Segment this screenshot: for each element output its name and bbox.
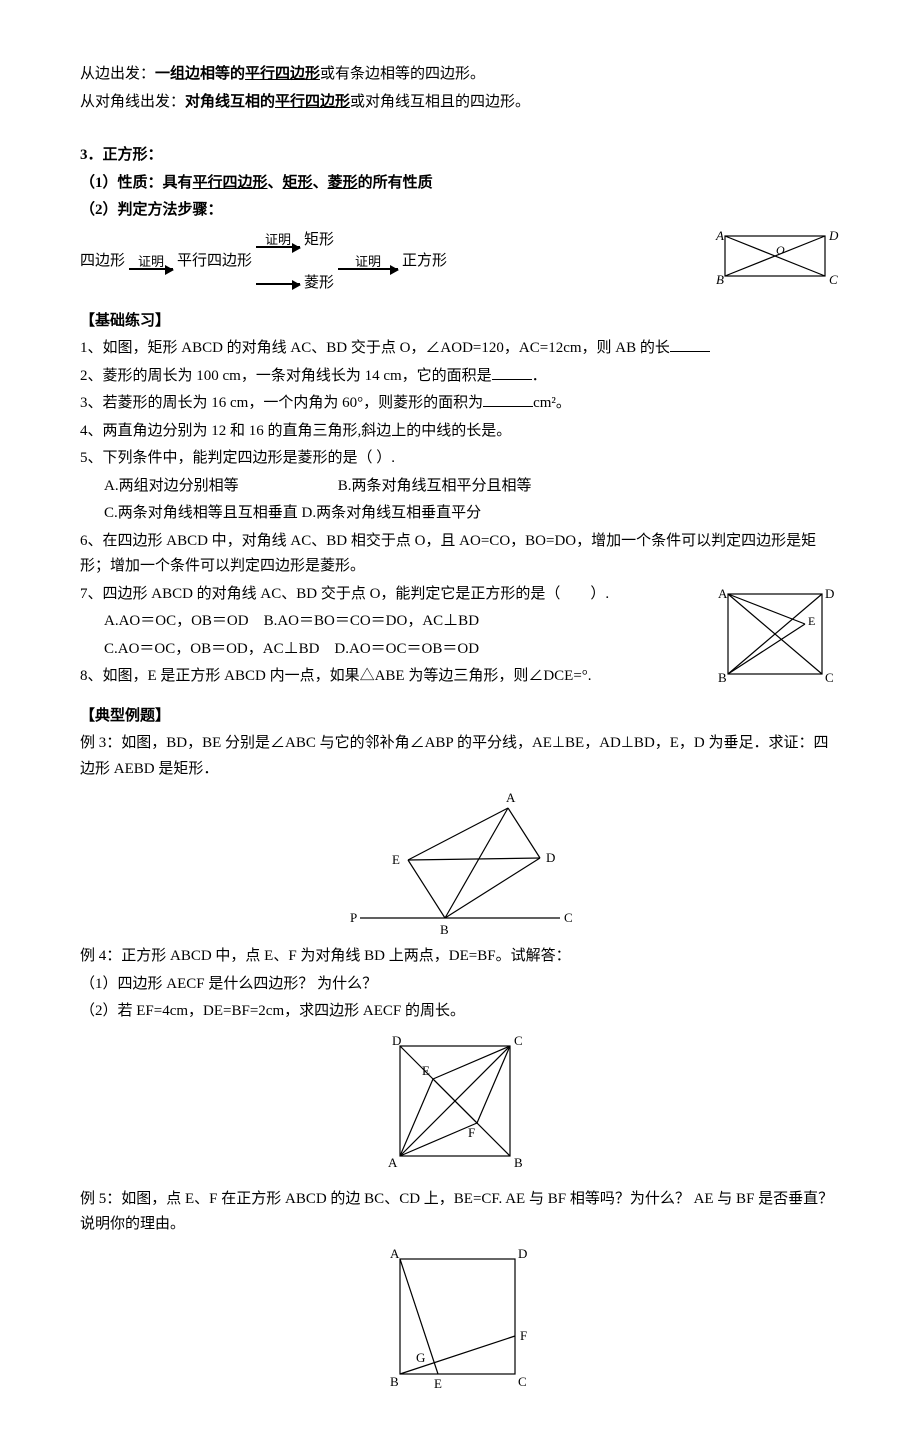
q4: 4、两直角边分别为 12 和 16 的直角三角形,斜边上的中线的长是。 <box>80 419 840 445</box>
q3-blank <box>483 406 533 407</box>
flow-node-3a: 矩形 <box>304 228 334 254</box>
q2: 2、菱形的周长为 100 cm，一条对角线长为 14 cm，它的面积是． <box>80 364 840 390</box>
q5-options-row1: A.两组对边分别相等 B.两条对角线互相平分且相等 <box>80 474 840 500</box>
q1-blank <box>670 351 710 352</box>
svg-text:B: B <box>718 670 727 685</box>
q1: 1、如图，矩形 ABCD 的对角线 AC、BD 交于点 O，∠AOD=120，A… <box>80 336 840 362</box>
flow-branch: 证明 矩形 菱形 <box>256 228 334 297</box>
examples-title: 【典型例题】 <box>80 704 840 730</box>
svg-text:A: A <box>390 1246 400 1261</box>
svg-text:A: A <box>506 790 516 805</box>
figure-ex4: D C A B E F <box>370 1031 550 1181</box>
figure-ex5: A D B C E F G <box>370 1244 550 1404</box>
svg-text:F: F <box>468 1125 475 1140</box>
svg-text:P: P <box>350 910 357 925</box>
proof-flowchart: 四边形 证明 平行四边形 证明 矩形 菱形 证明 正方形 <box>80 228 700 297</box>
svg-text:A: A <box>388 1155 398 1170</box>
svg-text:D: D <box>825 586 834 601</box>
ex4-2: （2）若 EF=4cm，DE=BF=2cm，求四边形 AECF 的周长。 <box>80 999 840 1025</box>
q5: 5、下列条件中，能判定四边形是菱形的是（ ）. <box>80 446 840 472</box>
svg-text:C: C <box>829 272 838 287</box>
svg-text:B: B <box>514 1155 523 1170</box>
svg-text:D: D <box>518 1246 527 1261</box>
svg-text:E: E <box>434 1376 442 1391</box>
intro-edge-b1: 一组边相等的平行四边形 <box>155 66 320 82</box>
svg-text:C: C <box>514 1033 523 1048</box>
ex5-text: 例 5：如图，点 E、F 在正方形 ABCD 的边 BC、CD 上，BE=CF.… <box>80 1187 840 1238</box>
figure-rect-abcd: A D B C O <box>710 226 840 296</box>
svg-text:D: D <box>392 1033 401 1048</box>
flow-node-3b: 菱形 <box>304 271 334 297</box>
svg-text:B: B <box>716 272 724 287</box>
ex4-text: 例 4：正方形 ABCD 中，点 E、F 为对角线 BD 上两点，DE=BF。试… <box>80 944 840 970</box>
q3: 3、若菱形的周长为 16 cm，一个内角为 60°，则菱形的面积为cm²。 <box>80 391 840 417</box>
svg-text:C: C <box>825 670 834 685</box>
rect-abcd-svg: A D B C O <box>710 226 840 296</box>
figure-square-abcde: A D B C E <box>710 582 840 692</box>
q2-blank <box>492 379 532 380</box>
flow-arrow-1: 证明 <box>129 255 173 270</box>
svg-text:E: E <box>422 1063 430 1078</box>
svg-text:A: A <box>718 586 728 601</box>
svg-text:F: F <box>520 1328 527 1343</box>
svg-text:D: D <box>828 228 839 243</box>
q6: 6、在四边形 ABCD 中，对角线 AC、BD 相交于点 O，且 AO=CO，B… <box>80 529 840 580</box>
svg-text:G: G <box>416 1350 425 1365</box>
square-prop: （1）性质：具有平行四边形、矩形、菱形的所有性质 <box>80 171 840 197</box>
svg-text:O: O <box>776 243 785 257</box>
svg-text:D: D <box>546 850 555 865</box>
q5-options-row2: C.两条对角线相等且互相垂直 D.两条对角线互相垂直平分 <box>80 501 840 527</box>
ex4-1: （1）四边形 AECF 是什么四边形？ 为什么？ <box>80 972 840 998</box>
flow-merge: 证明 正方形 <box>338 249 447 275</box>
figure-ex3: A E D P B C <box>330 788 590 938</box>
intro-edge-prefix: 从边出发： <box>80 66 155 82</box>
svg-text:C: C <box>564 910 573 925</box>
square-abcde-svg: A D B C E <box>710 582 840 692</box>
flow-node-1: 四边形 <box>80 249 125 275</box>
intro-edge: 从边出发：一组边相等的平行四边形或有条边相等的四边形。 <box>80 62 840 88</box>
svg-text:A: A <box>715 228 724 243</box>
square-method: （2）判定方法步骤： <box>80 198 840 224</box>
basic-title: 【基础练习】 <box>80 309 840 335</box>
square-heading: 3．正方形： <box>80 143 840 169</box>
ex3-text: 例 3：如图，BD，BE 分别是∠ABC 与它的邻补角∠ABP 的平分线，AE⊥… <box>80 731 840 782</box>
flow-node-4: 正方形 <box>402 249 447 275</box>
svg-text:E: E <box>808 614 815 628</box>
flow-node-2: 平行四边形 <box>177 249 252 275</box>
intro-diag: 从对角线出发：对角线互相的平行四边形或对角线互相且的四边形。 <box>80 90 840 116</box>
svg-text:C: C <box>518 1374 527 1389</box>
svg-text:B: B <box>390 1374 399 1389</box>
svg-text:E: E <box>392 852 400 867</box>
svg-text:B: B <box>440 922 449 937</box>
